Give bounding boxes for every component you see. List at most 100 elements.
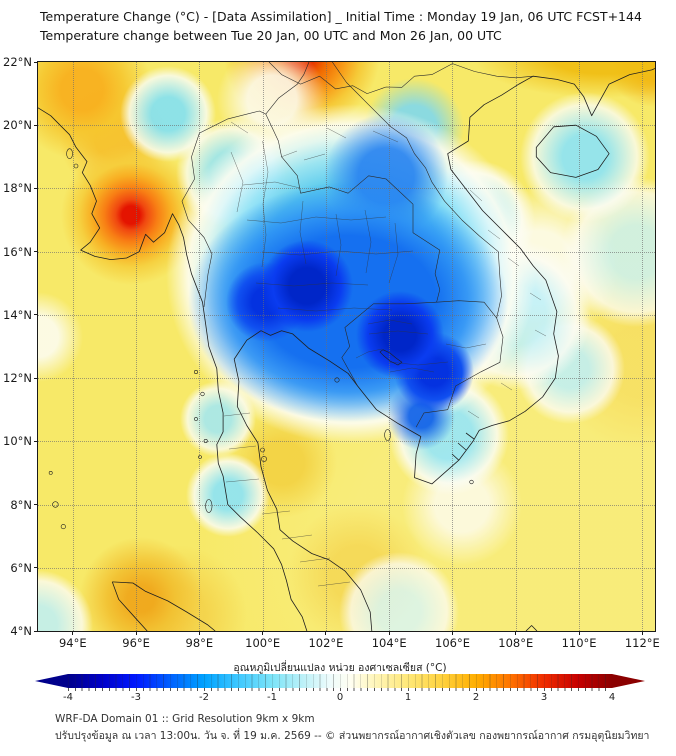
x-tickmark bbox=[325, 631, 327, 635]
coastlines bbox=[38, 68, 655, 631]
island-mergui-2 bbox=[200, 391, 205, 397]
x-tickmark bbox=[135, 631, 137, 635]
country-borders bbox=[181, 62, 534, 428]
island-mergui-5 bbox=[198, 455, 202, 459]
gridline-x bbox=[72, 62, 74, 631]
colorbar-tick-label: 0 bbox=[336, 692, 344, 703]
y-tickmark bbox=[34, 504, 38, 506]
colorbar-arrow-right bbox=[612, 674, 645, 688]
y-tick-label: 6°N bbox=[10, 560, 32, 575]
y-tick-label: 22°N bbox=[3, 55, 32, 69]
gridline-x bbox=[199, 62, 201, 631]
x-tick-label: 104°E bbox=[371, 636, 407, 650]
coast-myanmar-malay-west bbox=[38, 107, 308, 631]
island-samui bbox=[261, 456, 267, 462]
x-tick-label: 108°E bbox=[498, 636, 534, 650]
islands-and-lakes bbox=[48, 148, 474, 530]
border-thailand-cambodia bbox=[341, 301, 437, 387]
border-cambodia-laos bbox=[436, 300, 497, 319]
gridline-x bbox=[136, 62, 138, 631]
colorbar-tick-label: -4 bbox=[63, 692, 73, 703]
coast-gulf-vietnam-china bbox=[233, 68, 655, 631]
gridline-x bbox=[579, 62, 581, 631]
island-phu-quoc bbox=[384, 429, 391, 441]
coast-sumatra-west bbox=[111, 581, 148, 631]
colorbar-arrow-left bbox=[35, 674, 68, 688]
border-thailand-laos bbox=[199, 110, 441, 303]
title-block: Temperature Change (°C) - [Data Assimila… bbox=[40, 7, 642, 45]
border-china-vietnam bbox=[268, 62, 534, 94]
y-tickmark bbox=[34, 251, 38, 253]
y-tick-label: 14°N bbox=[3, 307, 32, 322]
island-con-son bbox=[469, 479, 474, 485]
colorbar: -4 -3 -2 -1 0 1 2 3 4 bbox=[35, 674, 645, 706]
y-tick-label: 10°N bbox=[3, 434, 32, 449]
gridline-y bbox=[38, 441, 655, 443]
x-tick-label: 112°E bbox=[624, 636, 660, 650]
y-tick-label: 4°N bbox=[10, 624, 32, 638]
footer-domain-info: WRF-DA Domain 01 :: Grid Resolution 9km … bbox=[55, 713, 315, 725]
colorbar-gradient-bar bbox=[68, 674, 612, 688]
colorbar-tick-label: -2 bbox=[199, 692, 209, 703]
y-tickmark bbox=[34, 187, 38, 189]
y-tickmark bbox=[34, 314, 38, 316]
lake-tonle-sap bbox=[379, 349, 403, 366]
border-laos-vietnam-cambodia bbox=[332, 62, 504, 428]
y-tick-label: 18°N bbox=[3, 181, 32, 196]
mekong-distributaries bbox=[451, 432, 475, 461]
island-nicobar-1 bbox=[52, 501, 59, 508]
colorbar-tick-label: 3 bbox=[540, 692, 548, 703]
island-mergui-1 bbox=[194, 369, 199, 374]
x-tickmark bbox=[72, 631, 74, 635]
gridline-y bbox=[38, 314, 655, 316]
gridline-x bbox=[452, 62, 454, 631]
x-tickmark bbox=[198, 631, 200, 635]
temperature-map bbox=[38, 62, 655, 631]
y-tickmark bbox=[34, 567, 38, 569]
x-tick-label: 94°E bbox=[58, 636, 87, 650]
x-tick-label: 110°E bbox=[561, 636, 597, 650]
y-tickmark bbox=[34, 124, 38, 126]
y-tick-label: 8°N bbox=[10, 497, 32, 512]
colorbar-label: อุณหภูมิเปลี่ยนแปลง หน่วย องศาเซลเซียส (… bbox=[233, 662, 447, 674]
page-title: Temperature Change (°C) - [Data Assimila… bbox=[40, 9, 642, 24]
coast-natuna-bump bbox=[525, 625, 538, 631]
y-tick-label: 20°N bbox=[3, 118, 32, 133]
page-subtitle: Temperature change between Tue 20 Jan, 0… bbox=[40, 28, 502, 43]
y-tick-label: 16°N bbox=[3, 244, 32, 259]
border-myanmar-thailand bbox=[181, 133, 213, 308]
gridline-y bbox=[38, 251, 655, 253]
gridline-x bbox=[389, 62, 391, 631]
x-tickmark bbox=[641, 631, 643, 635]
y-tickmark bbox=[34, 630, 38, 632]
colorbar-tick-label: 1 bbox=[404, 692, 412, 703]
x-tickmark bbox=[515, 631, 517, 635]
gridline-y bbox=[38, 125, 655, 127]
y-tickmark bbox=[34, 61, 38, 63]
coast-hainan bbox=[535, 124, 610, 178]
x-tick-label: 102°E bbox=[308, 636, 344, 650]
footer-update-info: ปรับปรุงข้อมูล ณ เวลา 13:00น. วัน จ. ที่… bbox=[55, 729, 650, 742]
coastlines-overlay bbox=[38, 62, 655, 631]
island-cheduba bbox=[73, 163, 79, 169]
gridline-y bbox=[38, 567, 655, 569]
colorbar-tick-label: 4 bbox=[608, 692, 616, 703]
coast-sumatra-north bbox=[112, 581, 216, 631]
gridline-y bbox=[38, 188, 655, 190]
island-nicobar-3 bbox=[48, 470, 53, 475]
gridline-x bbox=[515, 62, 517, 631]
x-tickmark bbox=[388, 631, 390, 635]
gridline-y bbox=[38, 378, 655, 380]
x-tickmark bbox=[578, 631, 580, 635]
x-tickmark bbox=[262, 631, 264, 635]
y-tick-label: 12°N bbox=[3, 371, 32, 386]
gridline-y bbox=[38, 504, 655, 506]
island-koh-chang bbox=[334, 377, 340, 383]
island-mergui-4 bbox=[203, 438, 208, 443]
x-tickmark bbox=[451, 631, 453, 635]
gridline-x bbox=[325, 62, 327, 631]
x-tick-label: 106°E bbox=[435, 636, 470, 650]
island-mergui-3 bbox=[194, 417, 198, 421]
colorbar-tickmarks bbox=[68, 688, 612, 691]
